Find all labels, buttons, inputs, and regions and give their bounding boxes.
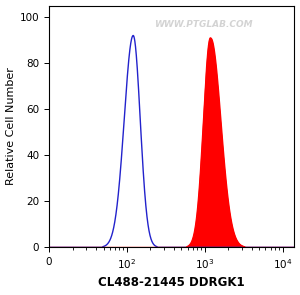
Y-axis label: Relative Cell Number: Relative Cell Number <box>6 68 16 185</box>
X-axis label: CL488-21445 DDRGK1: CL488-21445 DDRGK1 <box>98 276 245 289</box>
Text: WWW.PTGLAB.COM: WWW.PTGLAB.COM <box>154 20 253 30</box>
